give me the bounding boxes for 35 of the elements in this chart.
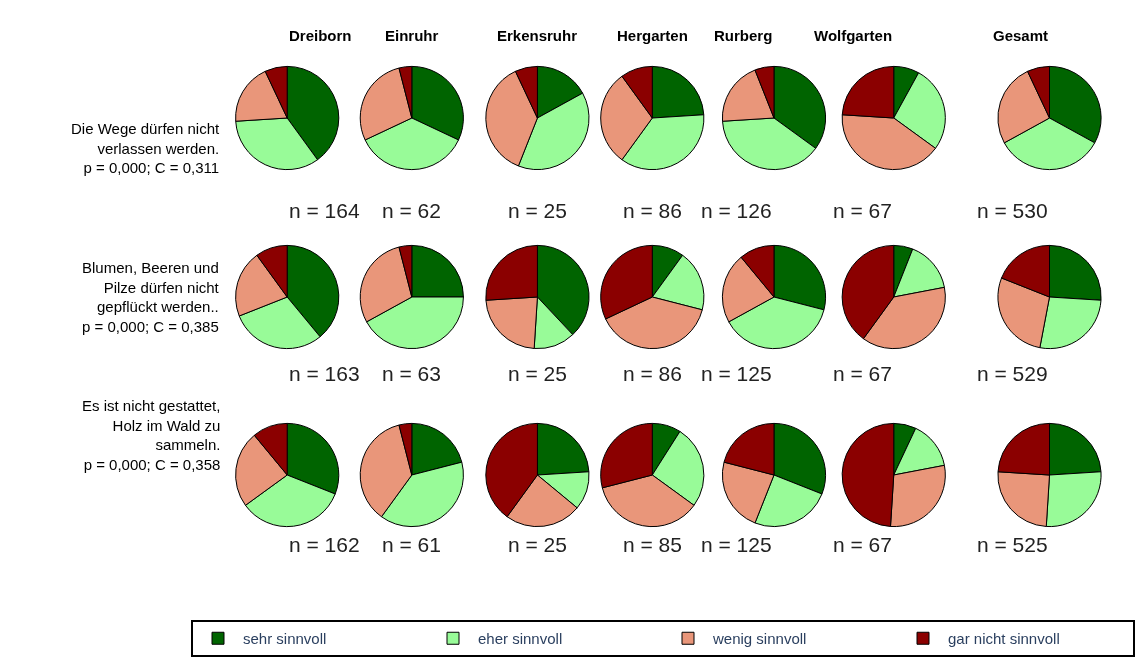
chart-title: Wolfgarten [814,27,893,44]
text: n = 530 [977,199,1048,222]
text: n = 67 [833,362,892,385]
text: n = 85 [623,533,682,556]
text: Die Wege dürfen nicht verlassen werden. p = 0,000; C = 0,311 [71,120,220,176]
text: n = 67 [833,199,892,222]
legend-label: wenig sinnvoll [712,630,807,648]
legend-label: eher sinnvoll [478,630,563,648]
text: Blumen, Beeren und Pilze dürfen nicht gepflückt werden.. p = 0,000; C = 0,385 [82,259,220,335]
text: n = 86 [623,199,682,222]
text: n = 163 [289,362,360,385]
text: n = 25 [508,199,567,222]
text: n = 529 [977,362,1048,385]
text: n = 162 [289,533,360,556]
chart-title: Rurberg [714,27,773,44]
text: Es ist nicht gestattet, Holz im Wald zu sammeln. p = 0,000; C = 0,358 [82,397,221,473]
chart-title: Gesamt [993,27,1049,44]
chart-title: Dreiborn [289,27,352,44]
text: n = 61 [382,533,441,556]
text: n = 86 [623,362,682,385]
legend-label: sehr sinnvoll [243,630,327,648]
legend-label: gar nicht sinnvoll [948,630,1060,648]
text: n = 62 [382,199,441,222]
text: n = 525 [977,533,1048,556]
text: n = 125 [701,533,772,556]
chart-title: Erkensruhr [497,27,578,44]
text: n = 67 [833,533,892,556]
text: n = 63 [382,362,441,385]
text: n = 126 [701,199,772,222]
chart-title: Einruhr [385,27,439,44]
chart-title: Hergarten [617,27,688,44]
text: n = 125 [701,362,772,385]
text: n = 25 [508,362,567,385]
text: n = 164 [289,199,360,222]
text: n = 25 [508,533,567,556]
